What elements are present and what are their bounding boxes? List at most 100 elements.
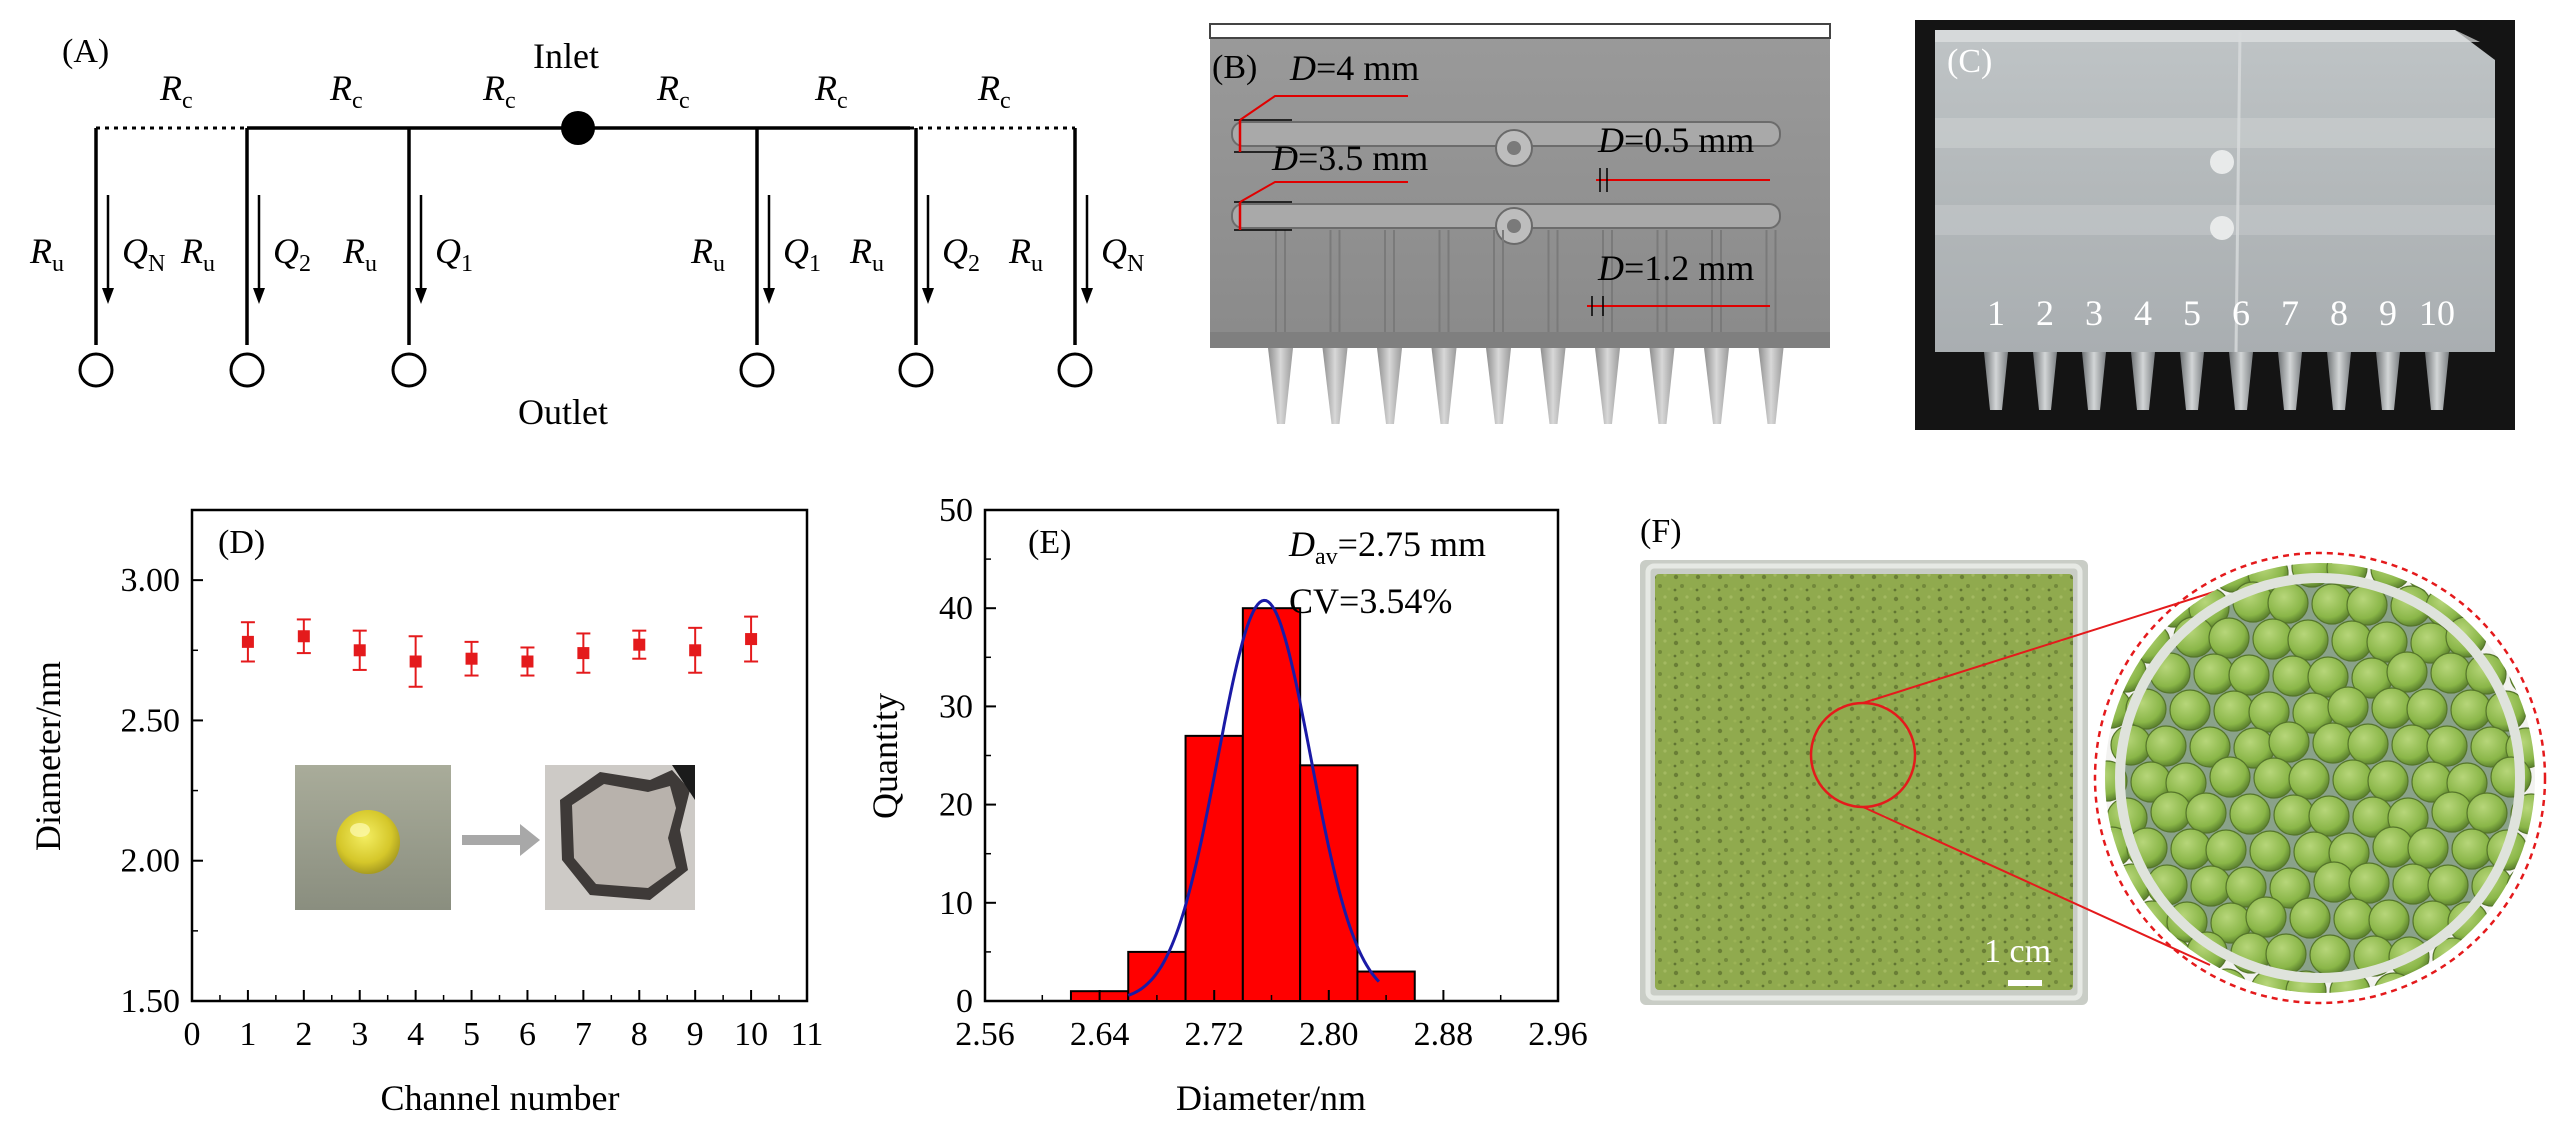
- x-tick-label-d: 11: [791, 1016, 824, 1053]
- panel-label-a: (A): [62, 33, 109, 70]
- magnified-bead: [2272, 655, 2314, 697]
- photo-device-body: [1935, 30, 2495, 352]
- channel-number-label: 7: [2281, 293, 2299, 333]
- panel-c-device-photo: 1 2 3 4 5 6 7 8 9 10 (C): [1915, 20, 2515, 430]
- x-tick-label-d: 6: [519, 1016, 536, 1053]
- rc-label: Rc: [814, 68, 848, 114]
- magnified-bead: [2289, 897, 2331, 939]
- outlet-tip: [1649, 348, 1675, 424]
- zoom-line-bottom: [1862, 806, 2211, 966]
- histogram-bars: [1069, 607, 1416, 1003]
- magnified-bead: [2469, 587, 2511, 629]
- outlet-tip: [1377, 348, 1402, 424]
- data-point: [241, 635, 254, 648]
- y-tick-label-e: 0: [956, 983, 973, 1020]
- magnified-bead: [2392, 863, 2434, 905]
- channel-number-label: 10: [2419, 293, 2455, 333]
- x-tick-label-d: 9: [687, 1016, 704, 1053]
- data-point: [521, 655, 534, 668]
- magnified-bead: [2366, 621, 2408, 663]
- magnified-bead: [2467, 931, 2509, 973]
- magnified-bead: [2451, 828, 2493, 870]
- photo-outlet-tip: [2082, 352, 2106, 410]
- data-point: [689, 644, 702, 657]
- inset-sem-particle-core: [572, 784, 676, 888]
- channel-number-label: 8: [2330, 293, 2348, 333]
- magnified-bead: [2491, 902, 2533, 944]
- magnified-bead: [2367, 760, 2409, 802]
- x-tick-label-d: 0: [184, 1016, 201, 1053]
- channel-number-label: 2: [2036, 293, 2054, 333]
- panel-d-chart: 0 1 2 3 4 5 6 7 8 9 10 11 1.50 2.00 2.50 3.00 (D) Chann…: [28, 508, 824, 1118]
- magnified-bead: [2408, 966, 2450, 993]
- x-tick-label-d: 4: [407, 1016, 424, 1053]
- q-label: Q2: [273, 231, 311, 277]
- photo-outlet-tip: [2376, 352, 2400, 410]
- dim-label-3p5mm: D=3.5 mm: [1271, 138, 1428, 178]
- rc-label: Rc: [977, 68, 1011, 114]
- dim-label-0p5mm: D=0.5 mm: [1597, 120, 1754, 160]
- inset-bead: [336, 810, 400, 874]
- y-tick-label-d: 2.00: [121, 843, 181, 880]
- ru-label: Ru: [1008, 231, 1043, 277]
- outlet-node: [1057, 352, 1093, 388]
- channel-number-label: 3: [2085, 293, 2103, 333]
- rc-label: Rc: [159, 68, 193, 114]
- rc-label: Rc: [482, 68, 516, 114]
- magnified-bead: [2373, 972, 2415, 993]
- outlet-tip: [1758, 348, 1784, 424]
- magnified-bead: [2171, 967, 2213, 993]
- data-point: [577, 647, 590, 660]
- channel-number-label: 5: [2183, 293, 2201, 333]
- y-axis-label-d: Diameter/nm: [28, 661, 68, 851]
- magnified-bead: [2511, 932, 2535, 974]
- magnified-bead: [2105, 899, 2129, 941]
- data-point: [633, 638, 646, 651]
- ru-label: Ru: [849, 231, 884, 277]
- photo-outlet-tip: [2033, 352, 2057, 410]
- photo-port-upper: [2210, 150, 2234, 174]
- outlet-label: Outlet: [518, 392, 608, 432]
- magnified-bead: [2348, 862, 2390, 904]
- channel-number-label: 1: [1987, 293, 2005, 333]
- q-label: Q2: [942, 231, 980, 277]
- inset-arrow: [462, 824, 540, 856]
- annotation-cv: CV=3.54%: [1289, 581, 1452, 621]
- scale-bar-label: 1 cm: [1984, 933, 2051, 970]
- y-tick-label-e: 50: [939, 492, 973, 529]
- panel-label-b: (B): [1212, 49, 1257, 86]
- outlet-tip: [1486, 348, 1511, 424]
- device-top-edge: [1209, 23, 1831, 39]
- x-tick-label-d: 3: [351, 1016, 368, 1053]
- histogram-bar: [1356, 970, 1416, 1002]
- photo-outlet-tips: [1984, 352, 2449, 410]
- x-tick-label-e: 2.64: [1070, 1016, 1130, 1053]
- magnified-bead: [2431, 791, 2473, 833]
- channel-number-label: 6: [2232, 293, 2250, 333]
- y-tick-label-e: 10: [939, 885, 973, 922]
- data-point: [297, 630, 310, 643]
- outlet-tip: [1540, 348, 1566, 424]
- y-tick-label-e: 30: [939, 688, 973, 725]
- panel-label-e: (E): [1028, 524, 1071, 561]
- magnified-bead: [2185, 792, 2227, 834]
- magnified-bead: [2493, 563, 2535, 593]
- x-tick-label-d: 10: [734, 1016, 768, 1053]
- magnified-bead: [2427, 864, 2469, 906]
- outlet-tip: [1704, 348, 1729, 424]
- photo-channel-upper: [1935, 118, 2495, 148]
- ru-label: Ru: [342, 231, 377, 277]
- q-label: QN: [122, 231, 165, 277]
- magnified-bead: [2145, 725, 2187, 767]
- data-point: [353, 644, 366, 657]
- x-tick-label-e: 2.56: [955, 1016, 1015, 1053]
- magnified-bead: [2426, 725, 2468, 767]
- magnified-beads: [2105, 563, 2535, 993]
- histogram-bar: [1241, 607, 1302, 1002]
- outlet-node: [898, 352, 934, 388]
- magnified-bead: [2452, 967, 2494, 993]
- magnified-bead: [2267, 582, 2309, 624]
- magnified-bead: [2307, 656, 2349, 698]
